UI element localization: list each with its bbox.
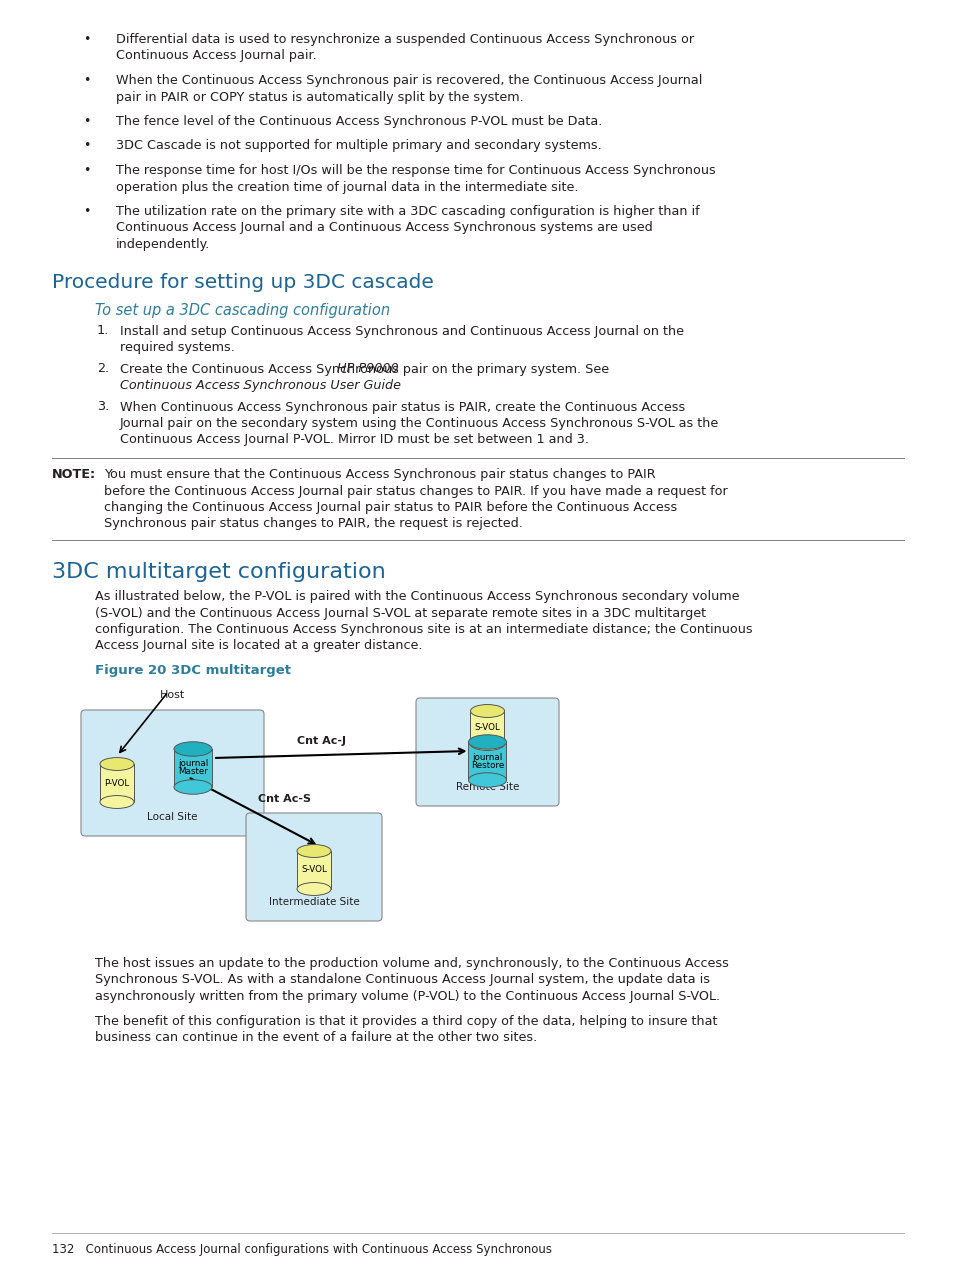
Text: HP P9000: HP P9000 <box>336 362 397 375</box>
Text: S-VOL: S-VOL <box>301 866 327 874</box>
Ellipse shape <box>468 773 506 787</box>
Text: operation plus the creation time of journal data in the intermediate site.: operation plus the creation time of jour… <box>116 180 578 193</box>
Text: before the Continuous Access Journal pair status changes to PAIR. If you have ma: before the Continuous Access Journal pai… <box>104 484 727 497</box>
Polygon shape <box>470 710 504 744</box>
Text: Install and setup Continuous Access Synchronous and Continuous Access Journal on: Install and setup Continuous Access Sync… <box>120 324 683 338</box>
Text: 1.: 1. <box>97 324 110 338</box>
Text: Local Site: Local Site <box>147 812 197 822</box>
Text: Host: Host <box>160 690 185 700</box>
Text: •: • <box>83 205 91 219</box>
Text: When Continuous Access Synchronous pair status is PAIR, create the Continuous Ac: When Continuous Access Synchronous pair … <box>120 400 684 413</box>
Ellipse shape <box>100 796 133 808</box>
Text: 3.: 3. <box>97 400 110 413</box>
Text: P-VOL: P-VOL <box>104 779 130 788</box>
Text: Intermediate Site: Intermediate Site <box>269 897 359 907</box>
Polygon shape <box>100 764 133 802</box>
Text: 3DC Cascade is not supported for multiple primary and secondary systems.: 3DC Cascade is not supported for multipl… <box>116 140 601 153</box>
FancyBboxPatch shape <box>246 813 381 921</box>
Text: (S-VOL) and the Continuous Access Journal S-VOL at separate remote sites in a 3D: (S-VOL) and the Continuous Access Journa… <box>95 606 705 619</box>
Text: •: • <box>83 74 91 86</box>
Text: •: • <box>83 114 91 128</box>
Text: •: • <box>83 140 91 153</box>
Text: The fence level of the Continuous Access Synchronous P-VOL must be Data.: The fence level of the Continuous Access… <box>116 114 601 128</box>
Text: •: • <box>83 33 91 46</box>
Text: Cnt Ac-J: Cnt Ac-J <box>296 736 345 746</box>
Ellipse shape <box>100 758 133 770</box>
Text: Restore: Restore <box>471 760 503 769</box>
Polygon shape <box>173 749 212 787</box>
Text: 132   Continuous Access Journal configurations with Continuous Access Synchronou: 132 Continuous Access Journal configurat… <box>52 1243 552 1256</box>
Ellipse shape <box>468 735 506 749</box>
Text: Procedure for setting up 3DC cascade: Procedure for setting up 3DC cascade <box>52 272 434 291</box>
Text: business can continue in the event of a failure at the other two sites.: business can continue in the event of a … <box>95 1031 537 1043</box>
Text: •: • <box>83 164 91 177</box>
Polygon shape <box>468 742 506 780</box>
Ellipse shape <box>296 882 331 896</box>
Text: journal: journal <box>177 760 208 769</box>
Text: independently.: independently. <box>116 238 211 250</box>
Text: pair in PAIR or COPY status is automatically split by the system.: pair in PAIR or COPY status is automatic… <box>116 90 523 103</box>
Text: The utilization rate on the primary site with a 3DC cascading configuration is h: The utilization rate on the primary site… <box>116 205 699 219</box>
Text: asynchronously written from the primary volume (P-VOL) to the Continuous Access : asynchronously written from the primary … <box>95 990 720 1003</box>
Text: journal: journal <box>472 752 502 761</box>
Text: 2.: 2. <box>97 362 109 375</box>
Text: changing the Continuous Access Journal pair status to PAIR before the Continuous: changing the Continuous Access Journal p… <box>104 501 677 513</box>
FancyBboxPatch shape <box>416 698 558 806</box>
Text: When the Continuous Access Synchronous pair is recovered, the Continuous Access : When the Continuous Access Synchronous p… <box>116 74 701 86</box>
Ellipse shape <box>470 704 504 717</box>
Text: Master: Master <box>178 768 208 777</box>
Text: S-VOL: S-VOL <box>474 723 500 732</box>
Polygon shape <box>296 852 331 888</box>
Text: Differential data is used to resynchronize a suspended Continuous Access Synchro: Differential data is used to resynchroni… <box>116 33 694 46</box>
Ellipse shape <box>296 844 331 858</box>
Text: Remote Site: Remote Site <box>456 782 518 792</box>
Text: Continuous Access Synchronous User Guide: Continuous Access Synchronous User Guide <box>120 379 400 391</box>
Text: required systems.: required systems. <box>120 341 234 355</box>
Text: Access Journal site is located at a greater distance.: Access Journal site is located at a grea… <box>95 639 422 652</box>
Text: You must ensure that the Continuous Access Synchronous pair status changes to PA: You must ensure that the Continuous Acce… <box>104 468 655 480</box>
Text: Cnt Ac-S: Cnt Ac-S <box>258 793 312 803</box>
Text: To set up a 3DC cascading configuration: To set up a 3DC cascading configuration <box>95 302 390 318</box>
Text: As illustrated below, the P-VOL is paired with the Continuous Access Synchronous: As illustrated below, the P-VOL is paire… <box>95 590 739 602</box>
Text: The host issues an update to the production volume and, synchronously, to the Co: The host issues an update to the product… <box>95 957 728 970</box>
Text: The benefit of this configuration is that it provides a third copy of the data, : The benefit of this configuration is tha… <box>95 1014 717 1027</box>
Text: Continuous Access Journal and a Continuous Access Synchronous systems are used: Continuous Access Journal and a Continuo… <box>116 221 652 235</box>
Text: .: . <box>241 379 246 391</box>
Text: configuration. The Continuous Access Synchronous site is at an intermediate dist: configuration. The Continuous Access Syn… <box>95 623 752 636</box>
Ellipse shape <box>173 742 212 756</box>
Text: Synchronous pair status changes to PAIR, the request is rejected.: Synchronous pair status changes to PAIR,… <box>104 517 522 530</box>
Text: Figure 20 3DC multitarget: Figure 20 3DC multitarget <box>95 663 291 677</box>
Text: The response time for host I/Os will be the response time for Continuous Access : The response time for host I/Os will be … <box>116 164 715 177</box>
Ellipse shape <box>173 780 212 794</box>
Text: Journal pair on the secondary system using the Continuous Access Synchronous S-V: Journal pair on the secondary system usi… <box>120 417 719 430</box>
Text: 3DC multitarget configuration: 3DC multitarget configuration <box>52 562 385 582</box>
Text: Continuous Access Journal P-VOL. Mirror ID must be set between 1 and 3.: Continuous Access Journal P-VOL. Mirror … <box>120 433 588 446</box>
Text: Continuous Access Journal pair.: Continuous Access Journal pair. <box>116 50 316 62</box>
Ellipse shape <box>470 737 504 750</box>
Text: Synchronous S-VOL. As with a standalone Continuous Access Journal system, the up: Synchronous S-VOL. As with a standalone … <box>95 974 709 986</box>
Text: NOTE:: NOTE: <box>52 468 96 480</box>
Text: Create the Continuous Access Synchronous pair on the primary system. See: Create the Continuous Access Synchronous… <box>120 362 613 375</box>
FancyBboxPatch shape <box>81 710 264 836</box>
